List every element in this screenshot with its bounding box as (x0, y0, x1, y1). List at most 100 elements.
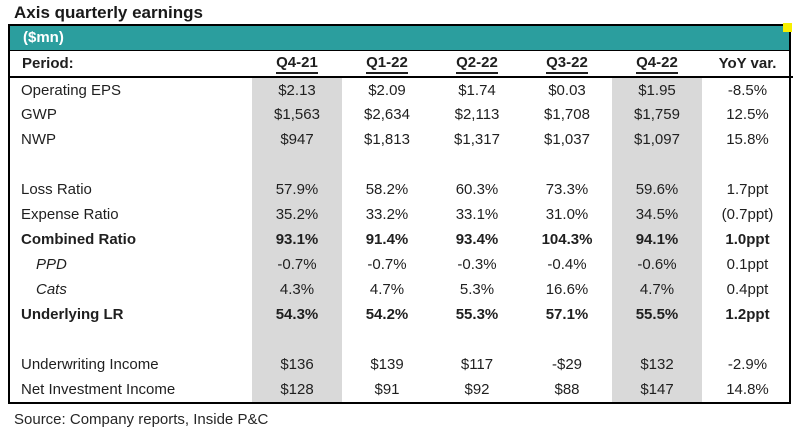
cell: 93.4% (455, 231, 499, 248)
column-header-q1-22: Q1-22 (342, 51, 432, 78)
cell: 93.1% (252, 227, 342, 252)
cell (702, 327, 793, 352)
cell: $1,097 (612, 127, 702, 152)
cell: 4.3% (252, 277, 342, 302)
cell: 57.1% (545, 306, 589, 323)
cell: $132 (612, 352, 702, 377)
cell: 5.3% (459, 281, 495, 298)
cell: 104.3% (541, 231, 593, 248)
page-title: Axis quarterly earnings (14, 3, 203, 22)
column-header-q3-22: Q3-22 (522, 51, 612, 78)
row-label: Loss Ratio (21, 181, 92, 198)
cell: (0.7ppt) (721, 206, 774, 223)
row-label: NWP (21, 131, 56, 148)
table-row: PPD -0.7% -0.7% -0.3% -0.4% -0.6% 0.1ppt (10, 252, 793, 277)
cell: -8.5% (727, 81, 768, 99)
cell: $1,759 (612, 102, 702, 127)
cell: 12.5% (726, 106, 769, 123)
row-label: PPD (36, 256, 67, 273)
cell: $128 (252, 377, 342, 402)
column-header-q2-22: Q2-22 (432, 51, 522, 78)
cell (432, 152, 522, 177)
cell: $2.13 (252, 77, 342, 102)
table-row: Combined Ratio 93.1% 91.4% 93.4% 104.3% 94.1%… (10, 227, 793, 252)
cell: -0.7% (367, 256, 407, 273)
cell (342, 152, 432, 177)
table-row: GWP $1,563 $2,634 $2,113 $1,708 $1,759 12.5% (10, 102, 793, 127)
cell: -0.4% (547, 256, 587, 273)
row-label: Expense Ratio (21, 206, 119, 223)
cell: -0.7% (252, 252, 342, 277)
period-header: Period: (10, 51, 252, 78)
cell: -$29 (551, 356, 583, 373)
cell: $91 (374, 381, 400, 398)
cell: 34.5% (612, 202, 702, 227)
cell (612, 152, 702, 177)
table-body: Operating EPS $2.13 $2.09 $1.74 $0.03 $1.95 -8… (10, 77, 793, 402)
unit-header-bar: ($mn) (10, 26, 789, 51)
cell: 54.2% (365, 306, 409, 323)
cell: 0.1ppt (726, 256, 769, 273)
cell: -0.3% (457, 256, 497, 273)
cell: 0.4ppt (726, 281, 769, 298)
corner-marker (783, 23, 792, 32)
cell: 33.1% (455, 206, 499, 223)
table-row: NWP $947 $1,813 $1,317 $1,037 $1,097 15.8% (10, 127, 793, 152)
cell: 55.3% (455, 306, 499, 323)
row-label (10, 327, 252, 352)
cell (612, 327, 702, 352)
column-header-q4-22: Q4-22 (612, 51, 702, 78)
row-label: GWP (21, 106, 57, 123)
cell: 57.9% (252, 177, 342, 202)
cell: $2,113 (454, 106, 500, 123)
cell: 1.7ppt (726, 181, 769, 198)
column-header-q4-21: Q4-21 (252, 51, 342, 78)
table-row: Underwriting Income $136 $139 $117 -$29 $132 -… (10, 352, 793, 377)
cell: 14.8% (726, 381, 769, 398)
cell: $2.09 (368, 81, 406, 99)
cell (702, 152, 793, 177)
cell: $1,708 (544, 106, 590, 123)
cell: $947 (252, 127, 342, 152)
cell (432, 327, 522, 352)
cell (522, 327, 612, 352)
cell: -2.9% (727, 356, 768, 373)
cell (522, 152, 612, 177)
cell: -0.6% (612, 252, 702, 277)
cell: $147 (612, 377, 702, 402)
cell (342, 327, 432, 352)
table-row: Underlying LR 54.3% 54.2% 55.3% 57.1% 55.5% 1.… (10, 302, 793, 327)
table-row: Operating EPS $2.13 $2.09 $1.74 $0.03 $1.95 -8… (10, 77, 793, 102)
spacer-row (10, 327, 793, 352)
table-row: Expense Ratio 35.2% 33.2% 33.1% 31.0% 34.5% (0… (10, 202, 793, 227)
cell (252, 152, 342, 177)
cell: 31.0% (545, 206, 589, 223)
earnings-table: Period: Q4-21 Q1-22 Q2-22 Q3-22 Q4-22 Yo… (10, 51, 793, 402)
cell: 94.1% (612, 227, 702, 252)
row-label: Operating EPS (21, 81, 122, 99)
cell: 60.3% (455, 181, 499, 198)
row-label: Combined Ratio (21, 231, 136, 248)
source-note: Source: Company reports, Inside P&C (14, 411, 269, 428)
cell: 54.3% (252, 302, 342, 327)
earnings-table-frame: ($mn) Period: Q4-21 Q1-22 Q2-22 Q3-22 Q4… (8, 23, 793, 404)
table-row: Loss Ratio 57.9% 58.2% 60.3% 73.3% 59.6% 1.7pp… (10, 177, 793, 202)
cell (252, 327, 342, 352)
row-label: Cats (36, 281, 67, 298)
cell: $92 (464, 381, 490, 398)
cell: $136 (252, 352, 342, 377)
cell: $1,813 (364, 131, 410, 148)
cell: 15.8% (726, 131, 769, 148)
cell: $117 (460, 356, 494, 373)
cell: 1.2ppt (725, 306, 770, 323)
cell: 16.6% (545, 281, 589, 298)
cell: $0.03 (548, 81, 586, 99)
cell: 4.7% (612, 277, 702, 302)
cell: $1,037 (544, 131, 590, 148)
cell: 91.4% (365, 231, 409, 248)
cell: 35.2% (252, 202, 342, 227)
cell: 33.2% (365, 206, 409, 223)
column-header-yoy-var: YoY var. (702, 51, 793, 78)
row-label (10, 152, 252, 177)
row-label: Underlying LR (21, 306, 124, 323)
